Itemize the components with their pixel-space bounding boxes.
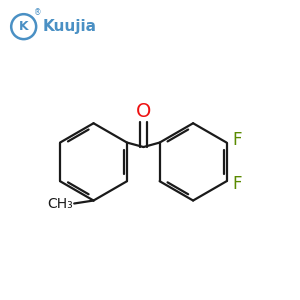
Text: F: F	[232, 131, 242, 149]
Text: ®: ®	[34, 8, 41, 17]
Text: Kuujia: Kuujia	[43, 19, 97, 34]
Text: O: O	[136, 102, 151, 121]
Text: K: K	[19, 20, 28, 33]
Text: CH₃: CH₃	[47, 196, 73, 211]
Text: F: F	[232, 175, 242, 193]
